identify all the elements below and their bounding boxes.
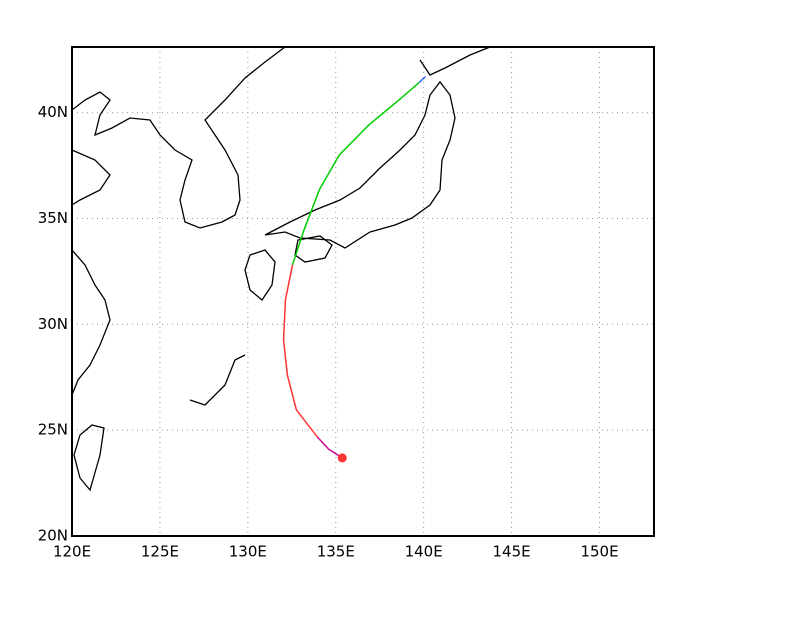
track-segment — [291, 81, 420, 266]
frame — [71, 46, 655, 537]
track-segment — [282, 264, 318, 438]
coast-kyushu — [244, 249, 276, 301]
start-marker — [337, 453, 347, 463]
y-tick-label: 30N — [38, 315, 68, 333]
coast-ryukyu — [189, 354, 246, 406]
x-tick-label: 120E — [53, 543, 91, 561]
track — [282, 76, 426, 463]
x-tick-label: 150E — [580, 543, 618, 561]
y-tick-label: 40N — [38, 103, 68, 121]
coastlines — [71, 46, 491, 492]
coast-hokkaido — [419, 46, 491, 76]
coast-china — [71, 149, 111, 206]
x-tick-label: 125E — [141, 543, 179, 561]
coast-china-south — [71, 249, 111, 396]
y-tick-label: 25N — [38, 421, 68, 439]
y-tick-label: 20N — [38, 527, 68, 545]
track-segment — [418, 76, 426, 84]
x-tick-label: 140E — [405, 543, 443, 561]
coast-honshu — [264, 80, 456, 249]
tick-labels: 120E 125E 130E 135E 140E 145E 150E 20N 25N 30N 35N… — [38, 103, 619, 560]
x-tick-label: 135E — [317, 543, 355, 561]
coast-taiwan — [73, 424, 105, 492]
track-segment — [316, 436, 343, 459]
x-tick-label: 130E — [229, 543, 267, 561]
coast-korea — [71, 46, 286, 229]
y-tick-label: 35N — [38, 209, 68, 227]
x-tick-label: 145E — [493, 543, 531, 561]
